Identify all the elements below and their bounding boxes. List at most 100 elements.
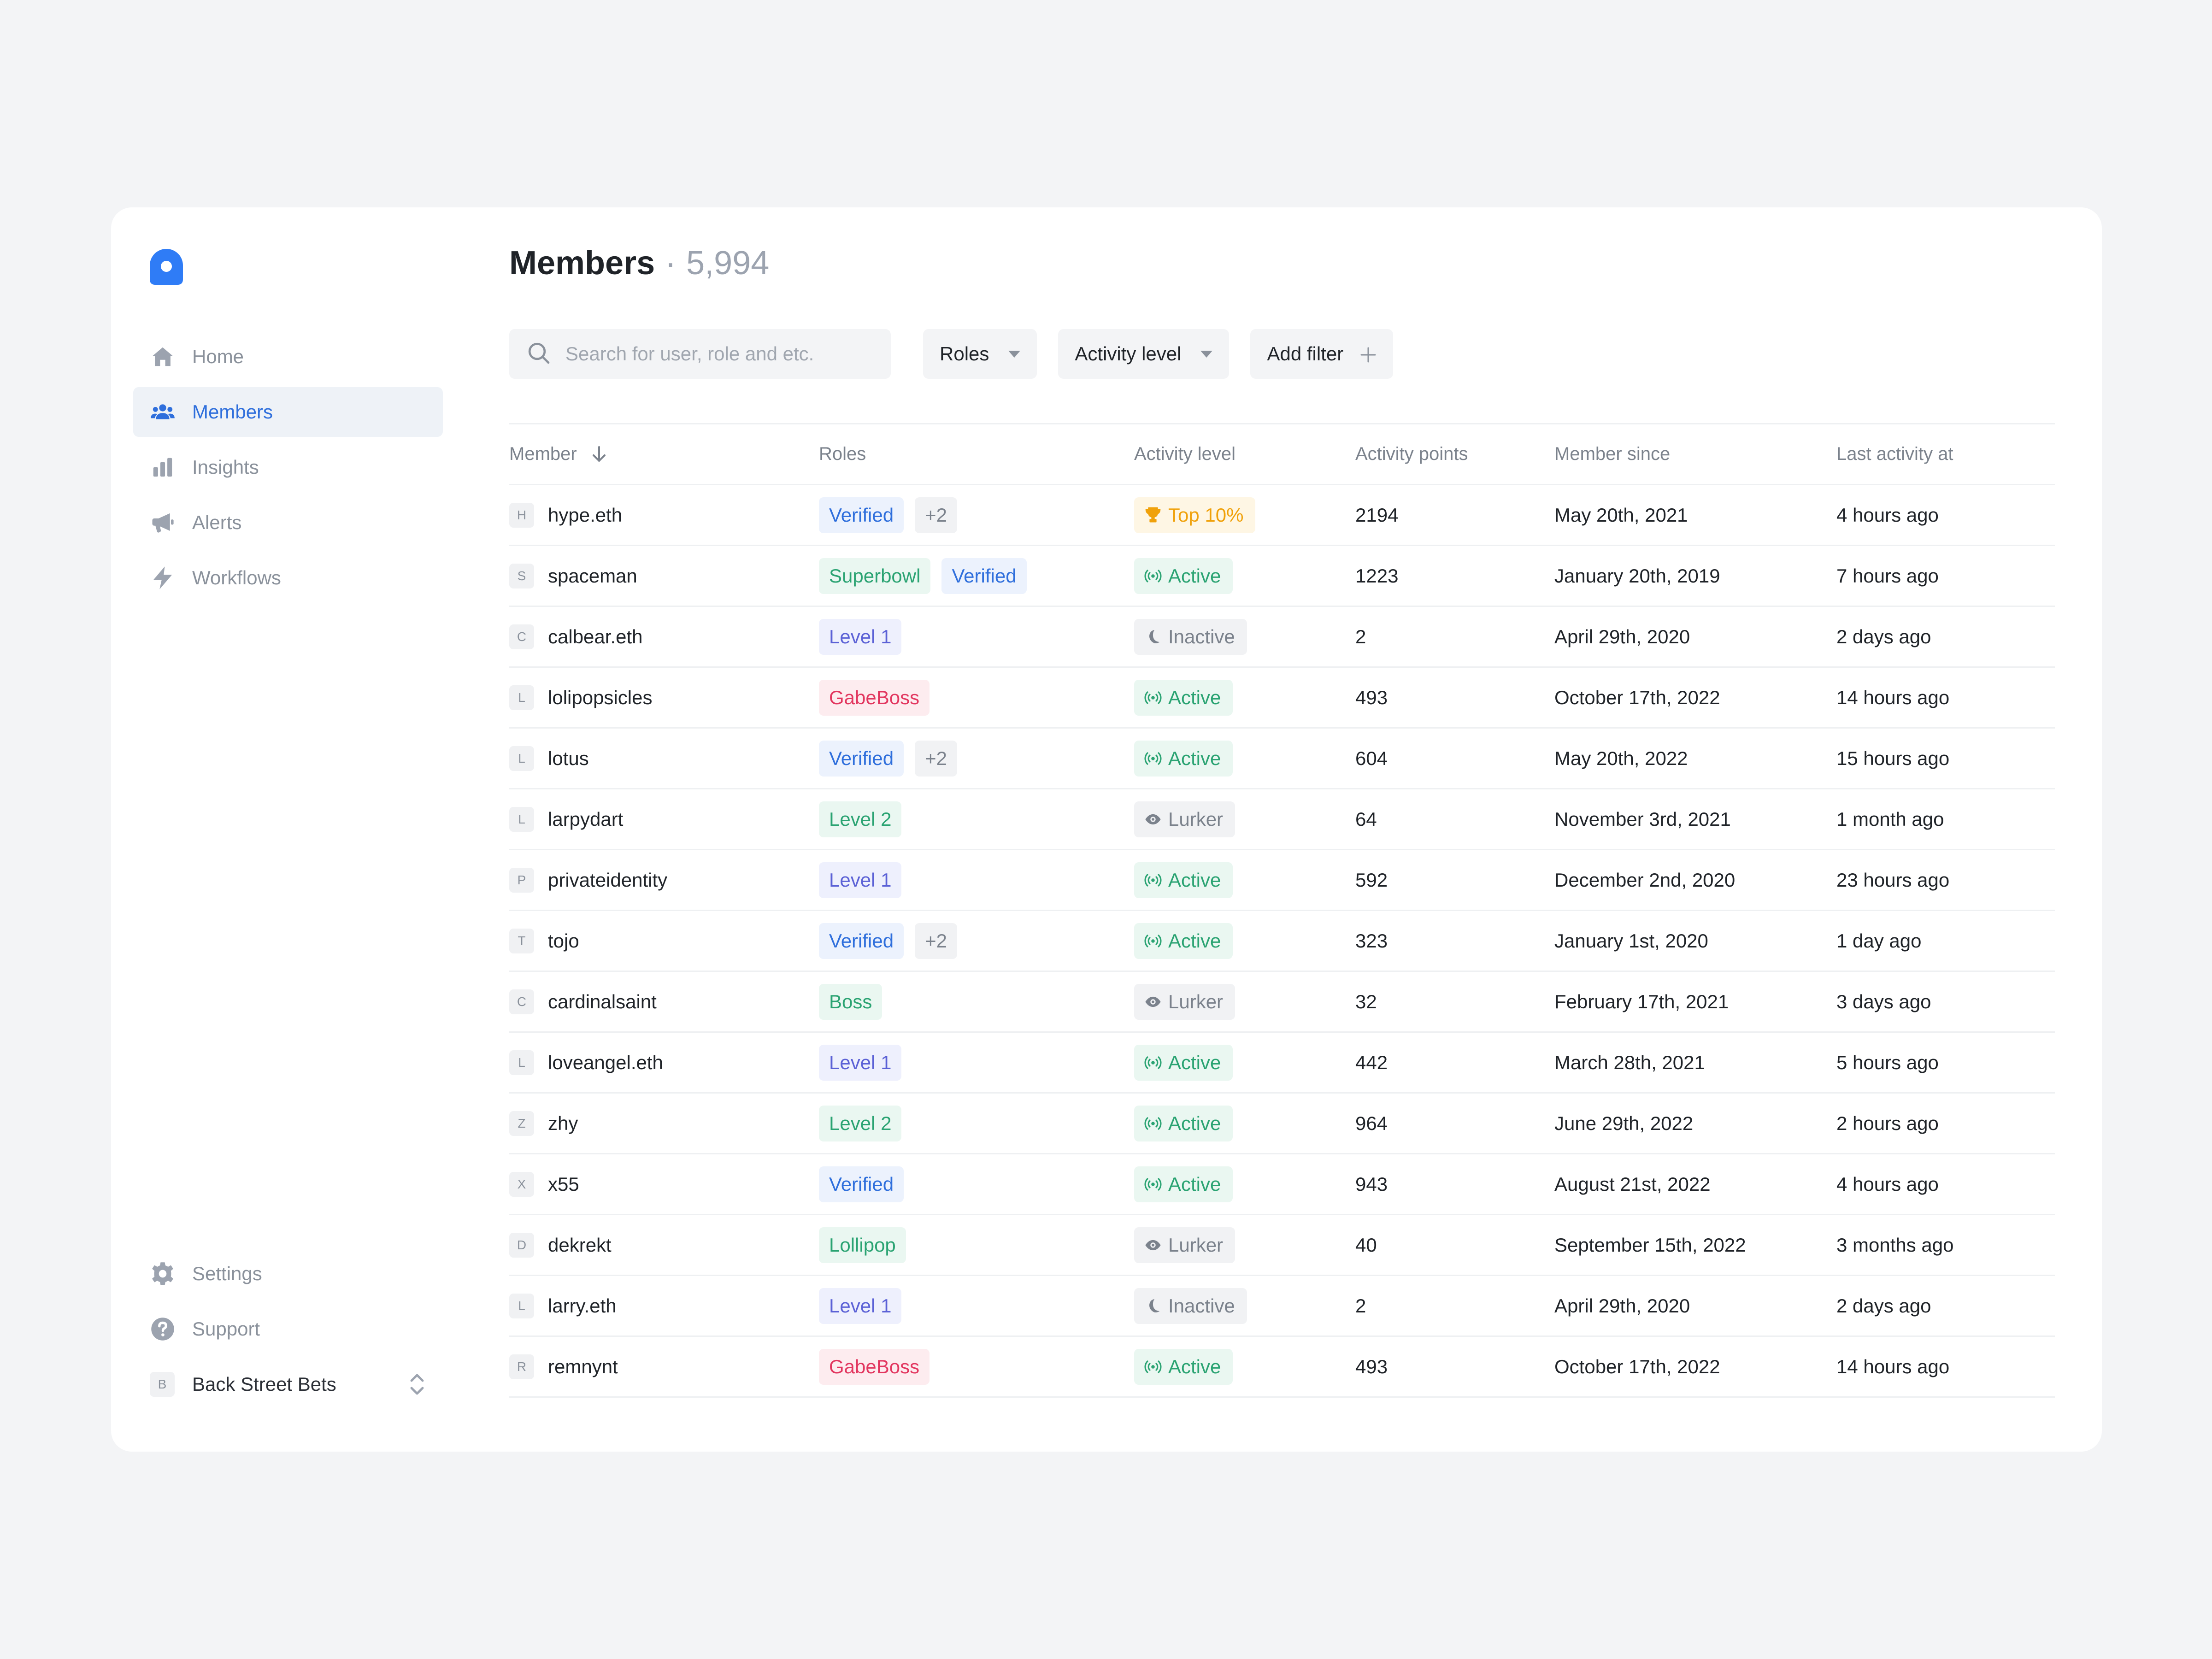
member-name[interactable]: larpydart — [548, 808, 624, 830]
bar-chart-icon — [150, 454, 176, 480]
member-name[interactable]: spaceman — [548, 565, 637, 587]
role-badge[interactable]: Level 1 — [819, 1044, 902, 1081]
member-name[interactable]: hype.eth — [548, 504, 623, 526]
member-name[interactable]: remnynt — [548, 1355, 618, 1377]
activity-cell: Inactive — [1134, 618, 1355, 655]
sidebar-item-insights[interactable]: Insights — [133, 442, 443, 492]
roles-cell: Level 2 — [819, 801, 1134, 837]
sidebar-item-settings[interactable]: Settings — [133, 1249, 443, 1299]
sidebar-item-label: Alerts — [192, 512, 242, 533]
activity-level-filter-dropdown[interactable]: Activity level — [1058, 329, 1230, 379]
role-badge[interactable]: Superbowl — [819, 558, 931, 594]
sort-down-icon[interactable] — [591, 445, 607, 464]
last-activity: 4 hours ago — [1836, 504, 1939, 526]
member-since: June 29th, 2022 — [1554, 1112, 1694, 1134]
role-badge[interactable]: Level 2 — [819, 801, 902, 837]
sidebar-item-members[interactable]: Members — [133, 387, 443, 437]
activity-label: Active — [1168, 1112, 1221, 1134]
column-header-last-activity[interactable]: Last activity at — [1836, 444, 1953, 464]
member-name[interactable]: privateidentity — [548, 869, 668, 891]
role-badge[interactable]: Lollipop — [819, 1227, 906, 1263]
signal-icon — [1144, 689, 1168, 706]
add-filter-button[interactable]: Add filter — [1250, 329, 1394, 379]
roles-cell: GabeBoss — [819, 1348, 1134, 1385]
activity-label: Inactive — [1168, 625, 1235, 647]
activity-badge: Active — [1134, 1166, 1233, 1202]
role-badge[interactable]: GabeBoss — [819, 1348, 930, 1385]
role-badge[interactable]: Verified — [941, 558, 1027, 594]
role-badge[interactable]: Boss — [819, 983, 882, 1020]
member-name[interactable]: x55 — [548, 1173, 579, 1195]
role-badge[interactable]: Level 1 — [819, 618, 902, 655]
last-activity: 3 months ago — [1836, 1234, 1954, 1256]
role-badge[interactable]: Verified — [819, 923, 904, 959]
sidebar-item-home[interactable]: Home — [133, 332, 443, 382]
activity-points: 592 — [1355, 869, 1388, 891]
last-activity: 7 hours ago — [1836, 565, 1939, 587]
roles-cell: Lollipop — [819, 1227, 1134, 1263]
activity-cell: Active — [1134, 923, 1355, 959]
member-name[interactable]: dekrekt — [548, 1234, 612, 1256]
role-badge[interactable]: Verified — [819, 497, 904, 533]
app-logo-icon[interactable] — [150, 249, 183, 285]
member-name[interactable]: cardinalsaint — [548, 990, 657, 1012]
member-name[interactable]: tojo — [548, 930, 579, 952]
role-badge[interactable]: Verified — [819, 1166, 904, 1202]
roles-cell: Verified — [819, 1166, 1134, 1202]
role-badge[interactable]: Level 1 — [819, 1288, 902, 1324]
role-badge[interactable]: Level 2 — [819, 1105, 902, 1141]
sidebar-item-alerts[interactable]: Alerts — [133, 498, 443, 547]
last-activity: 5 hours ago — [1836, 1051, 1939, 1073]
column-header-member-since[interactable]: Member since — [1554, 444, 1671, 464]
sidebar-item-support[interactable]: Support — [133, 1304, 443, 1354]
roles-cell: Level 1 — [819, 1044, 1134, 1081]
activity-badge: Lurker — [1134, 1227, 1235, 1263]
member-name[interactable]: calbear.eth — [548, 625, 643, 647]
column-header-activity-level[interactable]: Activity level — [1134, 444, 1236, 464]
search-input[interactable] — [565, 343, 879, 365]
role-badge[interactable]: Verified — [819, 740, 904, 777]
member-name[interactable]: loveangel.eth — [548, 1051, 663, 1073]
more-roles-badge[interactable]: +2 — [915, 740, 957, 777]
more-roles-badge[interactable]: +2 — [915, 497, 957, 533]
column-header-member[interactable]: Member — [509, 444, 819, 465]
sidebar-item-workflows[interactable]: Workflows — [133, 553, 443, 603]
column-header-activity-points[interactable]: Activity points — [1355, 444, 1468, 464]
workspace-switcher[interactable]: B Back Street Bets — [133, 1359, 443, 1409]
member-count: 5,994 — [686, 245, 770, 282]
member-since: March 28th, 2021 — [1554, 1051, 1705, 1073]
member-name[interactable]: lolipopsicles — [548, 686, 653, 708]
role-badge[interactable]: Level 1 — [819, 862, 902, 898]
roles-filter-dropdown[interactable]: Roles — [923, 329, 1037, 379]
more-roles-badge[interactable]: +2 — [915, 923, 957, 959]
member-since: February 17th, 2021 — [1554, 990, 1729, 1012]
member-name[interactable]: lotus — [548, 747, 589, 769]
activity-label: Active — [1168, 747, 1221, 769]
member-name[interactable]: zhy — [548, 1112, 578, 1134]
workspace-avatar: B — [150, 1372, 175, 1397]
activity-points: 2194 — [1355, 504, 1399, 526]
member-name[interactable]: larry.eth — [548, 1294, 617, 1317]
role-badge[interactable]: GabeBoss — [819, 679, 930, 716]
search-box[interactable] — [509, 329, 891, 379]
member-since: October 17th, 2022 — [1554, 1355, 1720, 1377]
column-header-roles[interactable]: Roles — [819, 444, 866, 464]
